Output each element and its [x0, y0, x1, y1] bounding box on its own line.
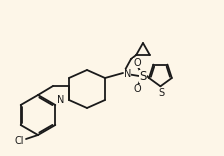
- Text: N: N: [57, 95, 64, 105]
- Text: N: N: [124, 69, 131, 79]
- Text: O: O: [133, 84, 141, 94]
- Text: O: O: [133, 58, 141, 68]
- Text: S: S: [158, 88, 164, 98]
- Text: S: S: [139, 70, 147, 83]
- Text: Cl: Cl: [14, 136, 24, 146]
